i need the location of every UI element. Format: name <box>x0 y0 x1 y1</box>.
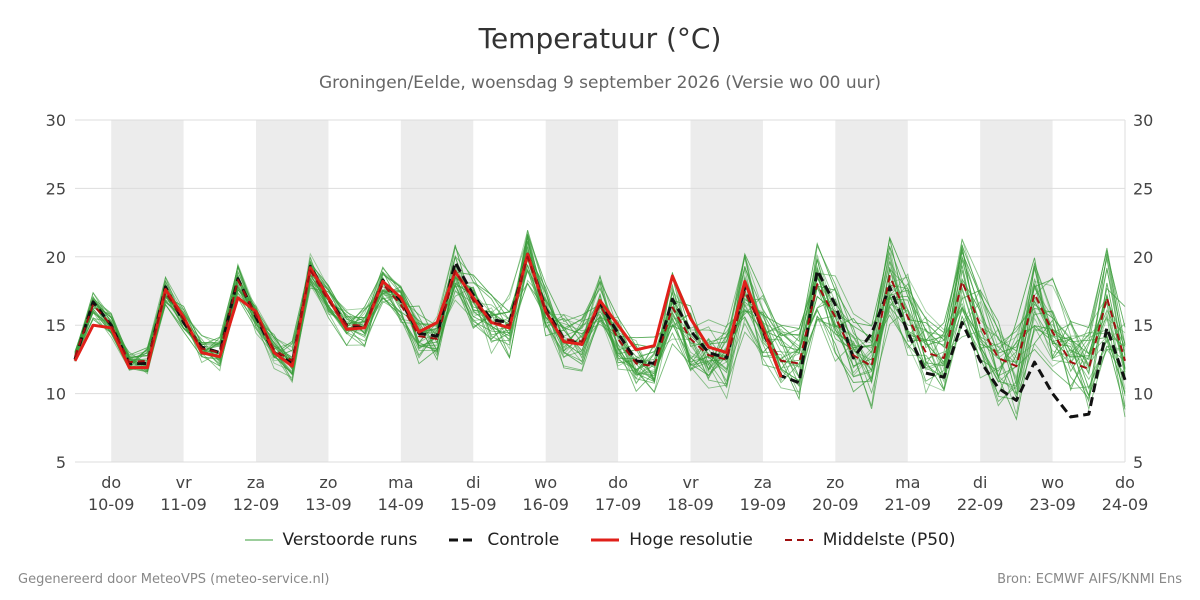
y-tick-right-0: 5 <box>1133 453 1143 472</box>
legend-item-control: Controle <box>449 530 559 550</box>
legend-swatch-high-res <box>591 538 620 542</box>
y-tick-right-5: 30 <box>1133 111 1153 130</box>
legend-swatch-control <box>449 538 478 542</box>
ensemble-member-28 <box>74 264 1126 407</box>
series-line-high-res <box>73 252 783 378</box>
x-tick-day-9: za <box>754 473 772 492</box>
x-tick-day-13: wo <box>1041 473 1064 492</box>
legend-label-control: Controle <box>487 530 560 550</box>
x-tick-day-11: ma <box>895 473 920 492</box>
axis-labels: 5 5 10 10 15 15 20 20 25 25 30 30 do 10-09 vr 11-09 za 12… <box>46 111 1154 514</box>
chart-title: Temperatuur (°C) <box>478 22 722 55</box>
legend-item-median: Middelste (P50) <box>784 530 956 550</box>
x-tick-day-4: ma <box>388 473 413 492</box>
x-tick-date-7: 17-09 <box>595 495 642 514</box>
y-tick-right-3: 20 <box>1133 248 1153 267</box>
x-tick-day-1: vr <box>176 473 192 492</box>
ensemble-member-18 <box>74 237 1126 383</box>
shaded-day-6 <box>980 120 1053 462</box>
x-tick-date-2: 12-09 <box>233 495 280 514</box>
x-tick-date-8: 18-09 <box>667 495 714 514</box>
ensemble-member-30 <box>74 235 1126 393</box>
y-tick-left-0: 5 <box>56 453 66 472</box>
legend-label-ensemble: Verstoorde runs <box>282 530 418 550</box>
x-tick-date-1: 11-09 <box>160 495 207 514</box>
x-tick-day-8: vr <box>682 473 698 492</box>
x-tick-date-12: 22-09 <box>957 495 1004 514</box>
x-tick-day-6: wo <box>534 473 557 492</box>
shaded-day-4 <box>690 120 763 462</box>
chart-legend: Verstoorde runs Controle Hoge resolutie … <box>0 530 1200 550</box>
x-tick-day-12: di <box>973 473 988 492</box>
y-tick-left-1: 10 <box>46 385 66 404</box>
day-shading <box>111 120 1053 462</box>
y-tick-right-1: 10 <box>1133 385 1153 404</box>
shaded-day-3 <box>545 120 619 462</box>
legend-label-median: Middelste (P50) <box>822 530 956 550</box>
x-tick-date-6: 16-09 <box>522 495 569 514</box>
footer-generated-by: Gegenereerd door MeteoVPS (meteo-service… <box>18 572 330 587</box>
x-tick-date-10: 20-09 <box>812 495 859 514</box>
x-tick-day-14: do <box>1115 473 1135 492</box>
series-line-median <box>74 255 1126 370</box>
legend-swatch-median <box>784 539 813 541</box>
x-tick-day-0: do <box>101 473 121 492</box>
x-tick-date-9: 19-09 <box>740 495 787 514</box>
x-tick-day-7: do <box>608 473 628 492</box>
footer-source: Bron: ECMWF AIFS/KNMI Ens <box>997 572 1182 587</box>
y-tick-right-2: 15 <box>1133 316 1153 335</box>
chart-subtitle: Groningen/Eelde, woensdag 9 september 20… <box>318 73 882 93</box>
x-tick-date-11: 21-09 <box>885 495 932 514</box>
x-tick-day-5: di <box>466 473 481 492</box>
shaded-day-0 <box>111 120 184 462</box>
ensemble-member-26 <box>74 243 1126 392</box>
legend-item-ensemble: Verstoorde runs <box>244 530 418 550</box>
x-tick-day-10: zo <box>826 473 844 492</box>
x-tick-date-3: 13-09 <box>305 495 352 514</box>
y-tick-left-2: 15 <box>46 316 66 335</box>
legend-label-high-res: Hoge resolutie <box>629 530 753 550</box>
y-tick-left-5: 30 <box>46 111 66 130</box>
x-tick-date-4: 14-09 <box>378 495 425 514</box>
x-tick-date-5: 15-09 <box>450 495 497 514</box>
legend-swatch-ensemble <box>244 539 273 541</box>
x-tick-day-3: zo <box>319 473 337 492</box>
x-tick-date-0: 10-09 <box>88 495 135 514</box>
legend-item-high-res: Hoge resolutie <box>591 530 753 550</box>
y-tick-right-4: 25 <box>1133 179 1153 198</box>
y-tick-left-3: 20 <box>46 248 66 267</box>
x-tick-date-13: 23-09 <box>1029 495 1076 514</box>
x-tick-day-2: za <box>247 473 265 492</box>
x-tick-date-14: 24-09 <box>1102 495 1149 514</box>
y-tick-left-4: 25 <box>46 179 66 198</box>
series-lines <box>73 252 1127 419</box>
